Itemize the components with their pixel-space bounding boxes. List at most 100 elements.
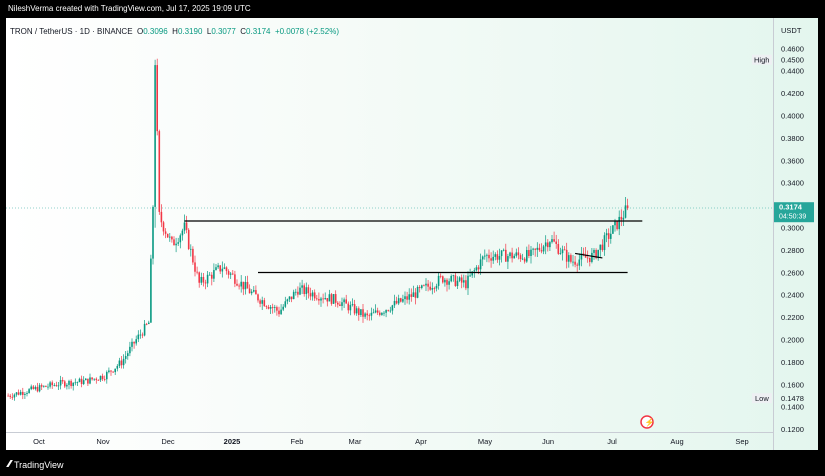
candle-body [72,382,74,387]
candle-body [544,242,547,247]
candle-body [565,249,568,262]
time-axis-ticks: Oct Nov Dec 2025 Feb Mar Apr May Jun Jul Aug Sep [33,437,749,446]
candle-body [175,243,177,246]
candle-body [101,375,104,380]
high-marker-label: High [754,56,769,65]
candle-body [431,288,434,290]
candle-body [7,395,9,397]
price-tick-label: 0.2400 [781,291,804,300]
candle-body [284,301,287,307]
candle-body [549,242,551,248]
candle-body [610,233,612,239]
candle-body [169,236,171,238]
candle-body [34,386,37,390]
candle-body [164,231,167,234]
candle-body [559,253,562,254]
candle-body [80,378,83,385]
candle-body [242,281,245,290]
price-tick-label: 0.3600 [781,156,804,165]
candle-body [435,285,438,289]
candle-body [404,296,406,300]
candle-body [368,315,371,317]
candle-body [358,308,360,316]
candle-body [158,131,161,212]
chart-pane[interactable] [6,18,818,450]
candle-body [28,389,30,393]
time-tick-label: Dec [161,437,175,446]
candle-body [607,233,610,239]
candle-body [57,385,60,387]
candles-layer [7,58,629,401]
high-value: 0.3190 [177,27,203,36]
candle-body [91,377,93,380]
credit-bar: NileshVerma created with TradingView.com… [0,0,825,18]
candle-body [288,296,291,300]
candle-body [568,255,570,262]
candle-body [563,249,566,251]
candle-body [593,249,595,253]
price-tick-label: 0.3000 [781,224,804,233]
price-tick-label: 0.2000 [781,336,804,345]
candle-body [211,274,213,279]
candle-body [402,299,404,302]
candle-body [51,382,53,386]
candle-body [166,233,169,238]
candle-body [55,385,58,387]
candle-body [580,253,583,260]
tradingview-logo-icon: ⁄⁄⁄ [8,459,11,470]
candle-body [463,280,465,283]
price-axis-ticks: 0.4600 0.4400 0.4200 0.4000 0.3800 0.3600 0.34… [752,44,814,434]
candle-body [376,310,379,313]
candle-body [219,265,221,272]
candle-body [584,254,587,258]
footer-bar: ⁄⁄⁄ TradingView [0,452,825,476]
candle-body [553,239,555,242]
candle-body [280,309,282,315]
candle-body [519,255,522,259]
candle-body [534,248,536,250]
candle-body [78,378,81,383]
candle-body [494,254,497,257]
candle-body [366,313,368,316]
candle-body [515,252,518,256]
candle-body [131,341,133,347]
close-value: 0.3174 [246,27,271,36]
high-label: H [172,27,178,36]
price-tick-label: 0.1800 [781,358,804,367]
tradingview-logo[interactable]: ⁄⁄⁄ TradingView [8,459,64,470]
candle-body [93,378,95,380]
candle-body [374,310,377,313]
candle-body [513,255,515,259]
candle-body [326,298,329,302]
candle-body [152,206,154,259]
candle-body [303,285,305,295]
candle-body [173,239,175,246]
time-tick-label: May [478,437,492,446]
candle-body [429,286,431,290]
candle-body [76,382,79,383]
candle-body [425,283,427,286]
time-tick-label: Apr [415,437,427,446]
candle-body [263,300,266,307]
candle-body [626,205,629,209]
candle-body [196,271,198,273]
candle-body [397,298,400,304]
low-value: 0.3077 [211,27,236,36]
candle-body [192,248,194,263]
candle-body [339,304,341,306]
candle-body [82,380,85,385]
candle-body [286,299,289,302]
candle-body [116,365,119,369]
candle-body [150,258,152,323]
candle-body [418,286,421,288]
candle-body [292,291,295,300]
candle-body [139,334,142,336]
candle-body [181,230,184,236]
low-marker-value: 0.1478 [781,394,804,403]
candle-body [423,285,425,287]
candle-body [551,239,553,243]
candle-body [206,274,209,284]
candle-body [528,250,530,256]
candle-body [538,247,541,251]
